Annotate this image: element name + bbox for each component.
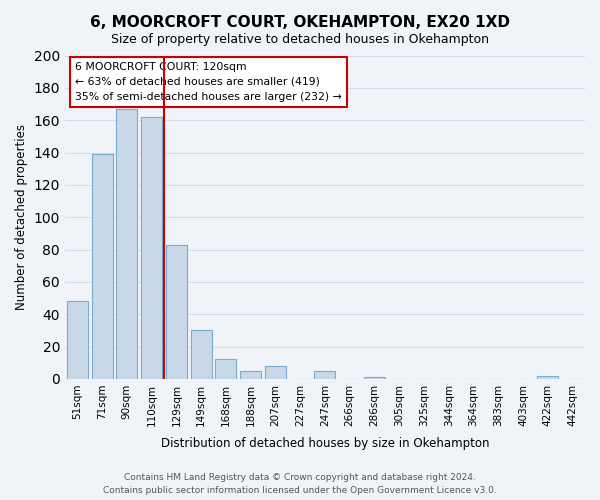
Bar — [116, 109, 137, 379]
Bar — [538, 376, 559, 379]
Bar — [191, 330, 212, 379]
Bar — [67, 302, 88, 379]
Bar — [92, 154, 113, 379]
Bar — [265, 366, 286, 379]
Bar — [364, 378, 385, 379]
Text: 6 MOORCROFT COURT: 120sqm
← 63% of detached houses are smaller (419)
35% of semi: 6 MOORCROFT COURT: 120sqm ← 63% of detac… — [76, 62, 342, 102]
Text: Contains HM Land Registry data © Crown copyright and database right 2024.
Contai: Contains HM Land Registry data © Crown c… — [103, 474, 497, 495]
X-axis label: Distribution of detached houses by size in Okehampton: Distribution of detached houses by size … — [161, 437, 489, 450]
Bar — [215, 360, 236, 379]
Bar — [314, 371, 335, 379]
Text: 6, MOORCROFT COURT, OKEHAMPTON, EX20 1XD: 6, MOORCROFT COURT, OKEHAMPTON, EX20 1XD — [90, 15, 510, 30]
Text: Size of property relative to detached houses in Okehampton: Size of property relative to detached ho… — [111, 32, 489, 46]
Bar — [240, 371, 261, 379]
Bar — [166, 244, 187, 379]
Y-axis label: Number of detached properties: Number of detached properties — [15, 124, 28, 310]
Bar — [141, 117, 162, 379]
